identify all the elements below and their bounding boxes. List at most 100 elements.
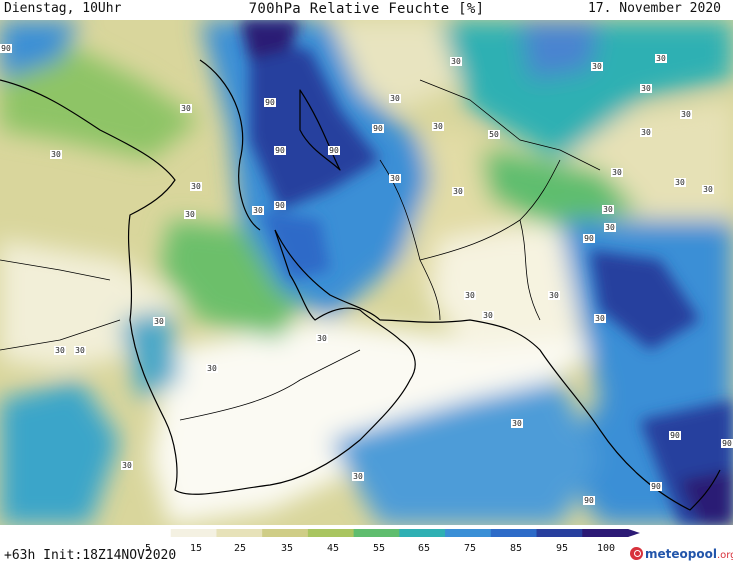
svg-text:30: 30 — [353, 472, 363, 481]
humidity-map: 90 30 30 30 30 30 90 90 90 90 30 90 30 30 50 30 30 30 30 30… — [0, 20, 733, 525]
svg-text:90: 90 — [584, 496, 594, 505]
legend-swatch — [125, 529, 172, 537]
contour-labels: 90 30 30 30 30 30 90 90 90 90 30 90 30 30 50 30 30 30 30 30… — [0, 44, 733, 505]
svg-text:30: 30 — [465, 291, 475, 300]
contour-label: 30 — [604, 223, 616, 232]
contour-label: 30 — [74, 346, 86, 355]
legend-swatch — [216, 529, 263, 537]
svg-text:90: 90 — [584, 234, 594, 243]
svg-text:30: 30 — [390, 94, 400, 103]
map-title: 700hPa Relative Feuchte [%] — [248, 1, 485, 17]
contour-label: 30 — [482, 311, 494, 320]
svg-text:90: 90 — [1, 44, 11, 53]
color-legend: 5 15 25 35 45 55 65 75 85 95 100 — [113, 529, 640, 554]
svg-text:30: 30 — [641, 128, 651, 137]
svg-text:30: 30 — [703, 185, 713, 194]
contour-label: 30 — [702, 185, 714, 194]
svg-text:30: 30 — [483, 311, 493, 320]
contour-label: 30 — [316, 334, 328, 343]
svg-text:30: 30 — [191, 182, 201, 191]
contour-label: 30 — [50, 150, 62, 159]
logo-icon — [630, 547, 643, 560]
contour-label: 90 — [264, 98, 276, 107]
svg-text:30: 30 — [603, 205, 613, 214]
humidity-core — [240, 20, 733, 525]
svg-text:90: 90 — [670, 431, 680, 440]
svg-text:90: 90 — [722, 439, 732, 448]
contour-label: 30 — [184, 210, 196, 219]
contour-label: 30 — [640, 128, 652, 137]
contour-label: 30 — [464, 291, 476, 300]
svg-text:30: 30 — [55, 346, 65, 355]
svg-text:30: 30 — [317, 334, 327, 343]
legend-swatch — [262, 529, 309, 537]
forecast-run-label: +63h Init:18Z14NOV2020 — [4, 548, 177, 563]
svg-text:90: 90 — [329, 146, 339, 155]
meteopool-logo[interactable]: meteopool.org — [630, 547, 733, 561]
svg-text:30: 30 — [253, 206, 263, 215]
contour-label: 30 — [206, 364, 218, 373]
legend-max-arrow — [628, 529, 640, 537]
contour-label: 30 — [674, 178, 686, 187]
contour-label: 30 — [452, 187, 464, 196]
svg-text:30: 30 — [51, 150, 61, 159]
contour-label: 30 — [548, 291, 560, 300]
legend-tick: 35 — [281, 543, 293, 554]
svg-text:90: 90 — [275, 201, 285, 210]
contour-label: 50 — [488, 130, 500, 139]
contour-label: 30 — [591, 62, 603, 71]
svg-text:30: 30 — [154, 317, 164, 326]
legend-tick: 55 — [373, 543, 385, 554]
contour-label: 90 — [0, 44, 12, 53]
contour-label: 30 — [655, 54, 667, 63]
coastlines — [0, 59, 721, 511]
contour-label: 90 — [583, 234, 595, 243]
contour-label: 30 — [180, 104, 192, 113]
svg-text:30: 30 — [592, 62, 602, 71]
svg-text:90: 90 — [265, 98, 275, 107]
contour-label: 30 — [511, 419, 523, 428]
svg-text:30: 30 — [612, 168, 622, 177]
svg-text:30: 30 — [122, 461, 132, 470]
legend-swatch — [536, 529, 583, 537]
legend-tick: 65 — [418, 543, 430, 554]
svg-text:30: 30 — [181, 104, 191, 113]
contour-label: 90 — [669, 431, 681, 440]
legend-swatch — [353, 529, 400, 537]
legend-swatch — [170, 529, 217, 537]
valid-date-label: 17. November 2020 — [587, 1, 721, 16]
legend-min-arrow — [113, 529, 125, 537]
contour-label: 30 — [190, 182, 202, 191]
legend-tick: 95 — [556, 543, 568, 554]
svg-text:30: 30 — [605, 223, 615, 232]
legend-swatch — [307, 529, 355, 537]
svg-text:30: 30 — [390, 174, 400, 183]
contour-label: 30 — [352, 472, 364, 481]
contour-label: 30 — [54, 346, 66, 355]
contour-label: 30 — [680, 110, 692, 119]
contour-label: 30 — [611, 168, 623, 177]
contour-label: 30 — [389, 94, 401, 103]
legend-tick: 15 — [190, 543, 202, 554]
svg-text:30: 30 — [641, 84, 651, 93]
svg-text:30: 30 — [512, 419, 522, 428]
legend-tick: 25 — [234, 543, 246, 554]
legend-tick: 5 — [145, 543, 151, 554]
contour-label: 30 — [252, 206, 264, 215]
svg-text:90: 90 — [651, 482, 661, 491]
contour-label: 30 — [640, 84, 652, 93]
contour-label: 90 — [650, 482, 662, 491]
legend-tick: 85 — [510, 543, 522, 554]
svg-text:30: 30 — [675, 178, 685, 187]
legend-tick-labels: 5 15 25 35 45 55 65 75 85 95 100 — [145, 543, 615, 554]
contour-label: 30 — [121, 461, 133, 470]
contour-label: 90 — [274, 201, 286, 210]
contour-label: 30 — [153, 317, 165, 326]
contour-label: 30 — [602, 205, 614, 214]
svg-text:30: 30 — [595, 314, 605, 323]
legend-tick: 45 — [327, 543, 339, 554]
legend-swatch — [445, 529, 492, 537]
contour-label: 90 — [274, 146, 286, 155]
svg-text:30: 30 — [656, 54, 666, 63]
legend-swatch — [490, 529, 538, 537]
